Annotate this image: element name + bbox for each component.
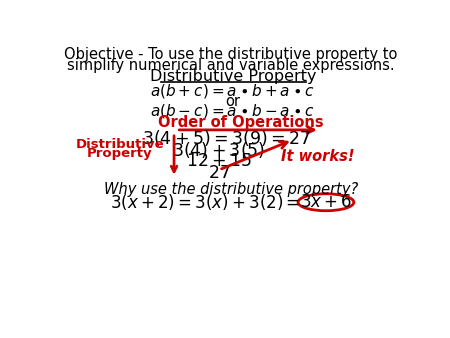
Text: Order of Operations: Order of Operations [158,116,324,130]
Text: simplify numerical and variable expressions.: simplify numerical and variable expressi… [67,58,395,73]
Text: It works!: It works! [281,149,355,164]
Text: Why use the distributive property?: Why use the distributive property? [104,182,358,197]
Text: $3(4)+3(5)$: $3(4)+3(5)$ [172,140,266,160]
Text: $27$: $27$ [208,164,230,182]
Text: Distributive: Distributive [76,138,164,151]
Text: $12+15$: $12+15$ [186,152,252,170]
Text: $3(4+5) = 3(9) = 27$: $3(4+5) = 3(9) = 27$ [142,128,311,148]
Text: Distributive Property: Distributive Property [150,69,316,84]
Text: $a(b-c) = a \bullet b - a \bullet c$: $a(b-c) = a \bullet b - a \bullet c$ [150,102,315,120]
Text: Property: Property [87,147,153,160]
Text: $a(b+c) = a \bullet b + a \bullet c$: $a(b+c) = a \bullet b + a \bullet c$ [150,82,315,100]
Text: $3(x+2) = 3(x)+3(2) =$: $3(x+2) = 3(x)+3(2) =$ [110,192,300,212]
Text: $3x+6$: $3x+6$ [300,193,352,211]
Text: Objective - To use the distributive property to: Objective - To use the distributive prop… [64,47,397,62]
Text: or: or [225,94,240,109]
